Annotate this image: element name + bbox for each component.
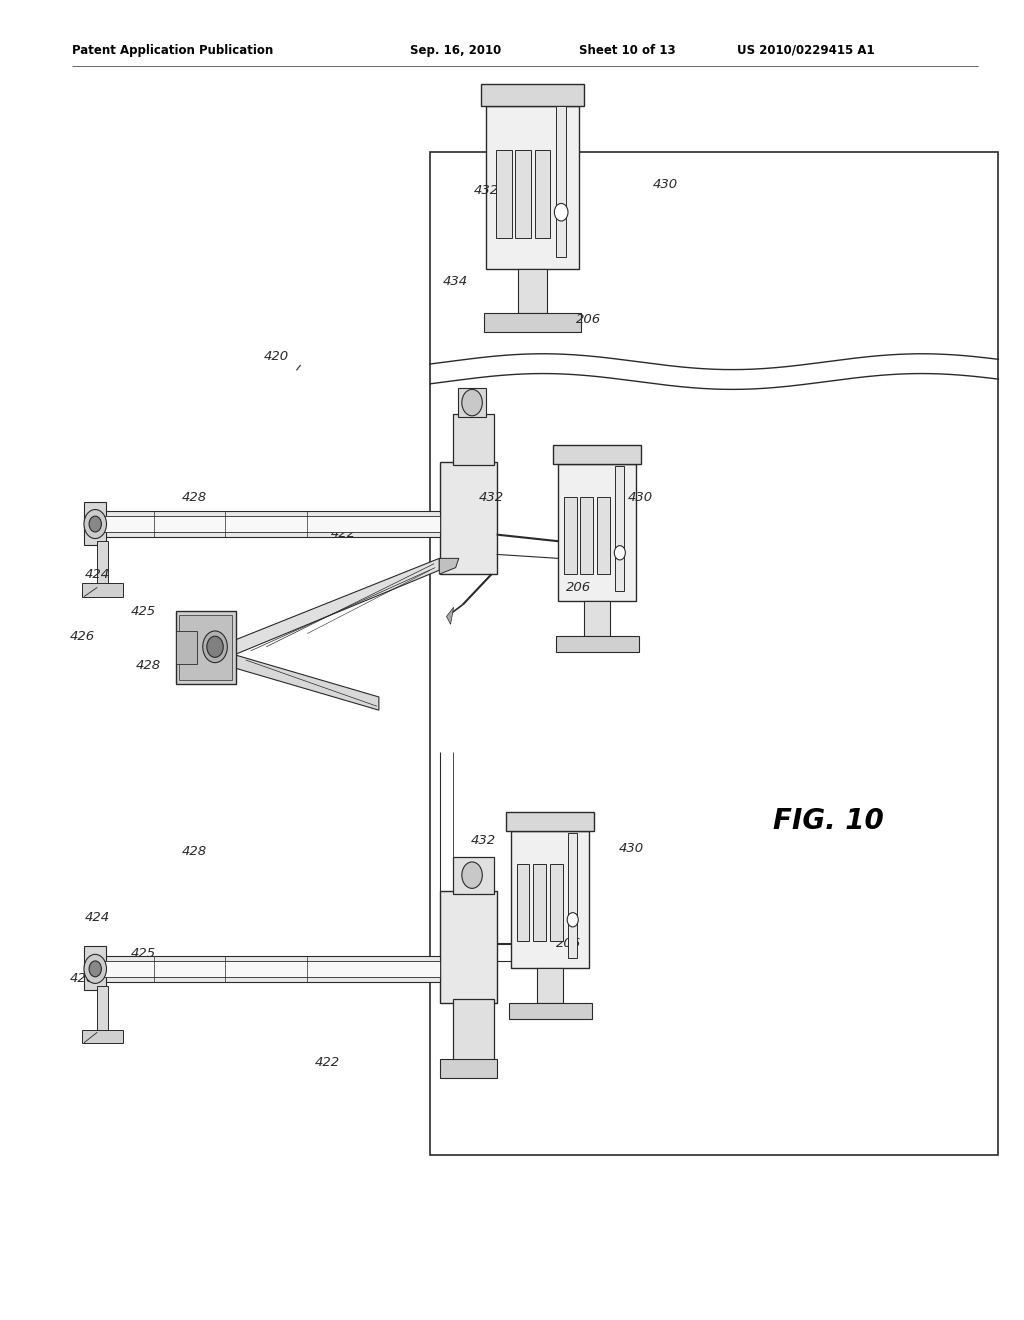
- Bar: [615, 466, 625, 591]
- Bar: [82, 1030, 123, 1043]
- Bar: [516, 865, 529, 941]
- Circle shape: [567, 912, 579, 927]
- Bar: [597, 498, 609, 574]
- Polygon shape: [234, 558, 439, 655]
- Circle shape: [614, 545, 626, 560]
- Bar: [581, 498, 593, 574]
- Text: 425: 425: [131, 946, 156, 960]
- Circle shape: [462, 389, 482, 416]
- Text: US 2010/0229415 A1: US 2010/0229415 A1: [737, 44, 874, 57]
- Bar: [585, 601, 610, 636]
- Text: 430: 430: [653, 178, 678, 191]
- Bar: [440, 462, 497, 574]
- Circle shape: [203, 631, 227, 663]
- Bar: [558, 463, 637, 601]
- Bar: [538, 968, 563, 1003]
- Text: 425: 425: [131, 605, 156, 618]
- Polygon shape: [446, 607, 454, 624]
- Bar: [481, 83, 584, 107]
- Bar: [509, 1003, 592, 1019]
- Text: FIG. 10: FIG. 10: [773, 807, 884, 836]
- Text: 420: 420: [264, 350, 289, 363]
- Text: 422: 422: [315, 1056, 340, 1069]
- Circle shape: [84, 954, 106, 983]
- Text: 428: 428: [182, 845, 207, 858]
- Bar: [458, 388, 486, 417]
- Text: 434: 434: [443, 275, 468, 288]
- Bar: [563, 498, 577, 574]
- Text: Sep. 16, 2010: Sep. 16, 2010: [410, 44, 501, 57]
- Bar: [176, 631, 197, 664]
- Text: 426: 426: [70, 630, 94, 643]
- Text: 206: 206: [577, 313, 601, 326]
- Bar: [568, 833, 578, 958]
- Text: 428: 428: [136, 659, 161, 672]
- Text: 206: 206: [566, 581, 591, 594]
- Bar: [179, 615, 232, 680]
- Polygon shape: [439, 558, 459, 574]
- Bar: [506, 812, 594, 832]
- Bar: [97, 541, 108, 587]
- Bar: [102, 516, 440, 532]
- Text: 422: 422: [331, 527, 355, 540]
- Bar: [84, 946, 106, 990]
- Bar: [453, 999, 494, 1063]
- Bar: [518, 269, 547, 313]
- Text: 430: 430: [628, 491, 652, 504]
- Bar: [486, 107, 579, 269]
- Text: 430: 430: [620, 842, 644, 855]
- Text: 432: 432: [474, 183, 499, 197]
- Bar: [82, 583, 123, 597]
- Bar: [554, 445, 641, 463]
- Text: Patent Application Publication: Patent Application Publication: [72, 44, 273, 57]
- Text: 432: 432: [471, 834, 496, 847]
- Bar: [556, 107, 566, 256]
- Bar: [556, 636, 639, 652]
- Bar: [515, 150, 531, 238]
- Bar: [453, 857, 494, 894]
- Text: 424: 424: [85, 911, 110, 924]
- Bar: [440, 1059, 497, 1078]
- Bar: [430, 152, 998, 1155]
- Text: 424: 424: [85, 568, 110, 581]
- Bar: [440, 891, 497, 1003]
- Bar: [84, 502, 106, 545]
- Bar: [453, 414, 494, 465]
- Circle shape: [84, 510, 106, 539]
- Circle shape: [462, 862, 482, 888]
- Text: Sheet 10 of 13: Sheet 10 of 13: [579, 44, 675, 57]
- Bar: [534, 865, 546, 941]
- Circle shape: [89, 516, 101, 532]
- Bar: [496, 150, 512, 238]
- Bar: [102, 956, 440, 982]
- Polygon shape: [234, 655, 379, 710]
- Bar: [176, 611, 236, 684]
- Circle shape: [207, 636, 223, 657]
- Bar: [550, 865, 562, 941]
- Bar: [511, 832, 590, 968]
- Text: 428: 428: [182, 491, 207, 504]
- Bar: [484, 313, 582, 331]
- Text: 426: 426: [70, 972, 94, 985]
- Bar: [535, 150, 551, 238]
- Bar: [97, 986, 108, 1032]
- Bar: [102, 961, 440, 977]
- Text: 206: 206: [556, 937, 581, 950]
- Circle shape: [89, 961, 101, 977]
- Text: 432: 432: [479, 491, 504, 504]
- Bar: [102, 511, 440, 537]
- Circle shape: [554, 203, 568, 220]
